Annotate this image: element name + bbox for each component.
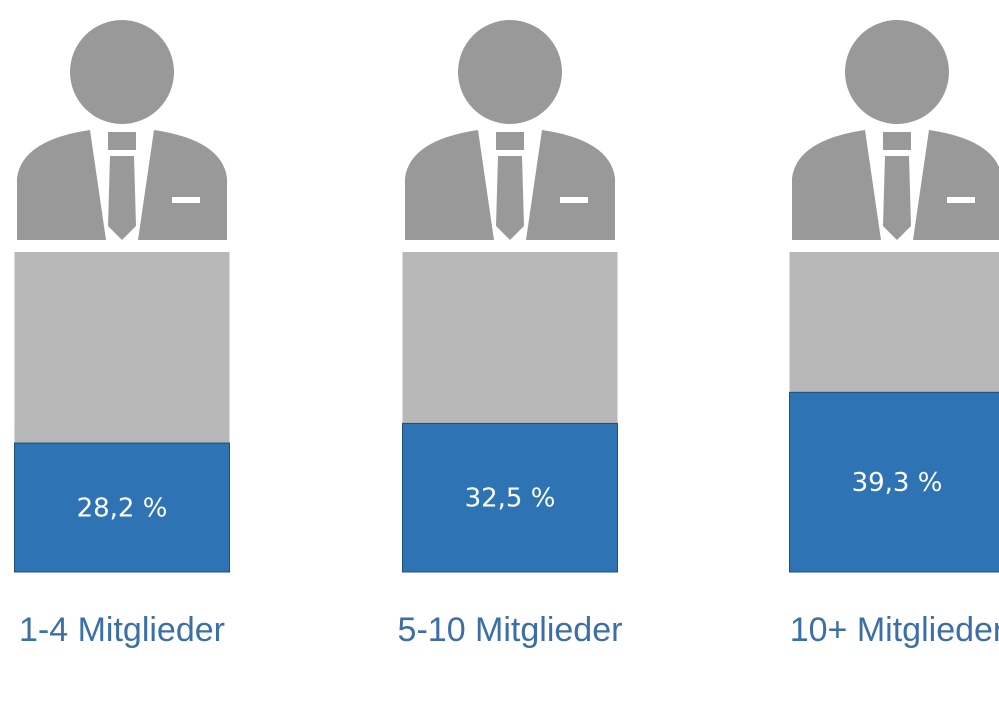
person-icon bbox=[17, 20, 227, 240]
tie bbox=[883, 156, 911, 240]
jacket-right bbox=[526, 130, 615, 240]
pocket bbox=[560, 197, 588, 203]
tie-knot bbox=[108, 132, 136, 150]
category-label: 5-10 Mitglieder bbox=[397, 611, 623, 649]
bar bbox=[14, 442, 230, 573]
head bbox=[845, 20, 949, 124]
head bbox=[458, 20, 562, 124]
value-label: 32,5 % bbox=[465, 484, 556, 514]
pocket bbox=[947, 197, 975, 203]
jacket-left bbox=[405, 130, 494, 240]
category-label: 1-4 Mitglieder bbox=[19, 611, 225, 649]
jacket-left bbox=[792, 130, 881, 240]
tie bbox=[496, 156, 524, 240]
value-label: 28,2 % bbox=[77, 494, 168, 524]
jacket-right bbox=[913, 130, 999, 240]
tie-knot bbox=[883, 132, 911, 150]
bar bbox=[402, 422, 618, 573]
pocket bbox=[172, 197, 200, 203]
tie bbox=[108, 156, 136, 240]
category-label: 10+ Mitglieder bbox=[789, 611, 999, 649]
tie-knot bbox=[496, 132, 524, 150]
bar bbox=[789, 391, 999, 573]
head bbox=[70, 20, 174, 124]
person-icon bbox=[405, 20, 615, 240]
person-icon bbox=[792, 20, 999, 240]
jacket-left bbox=[17, 130, 106, 240]
value-label: 39,3 % bbox=[852, 468, 943, 498]
jacket-right bbox=[138, 130, 227, 240]
